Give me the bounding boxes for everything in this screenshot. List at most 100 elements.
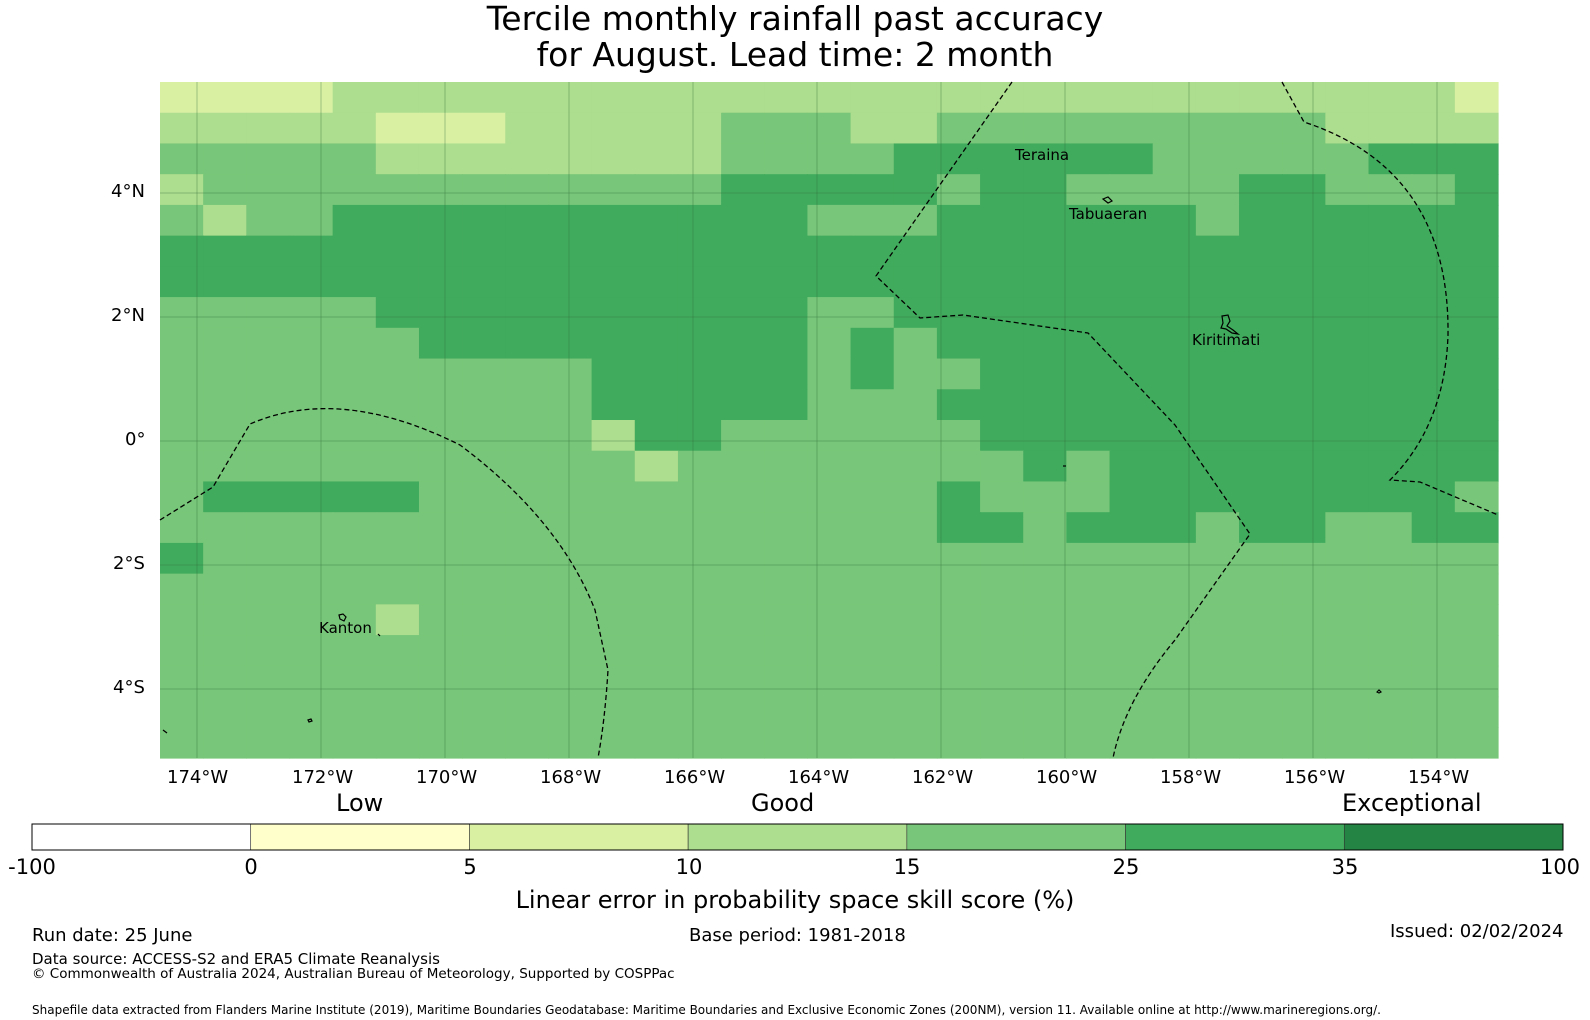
grid-cell <box>1325 604 1370 636</box>
grid-cell <box>462 420 506 452</box>
grid-cell <box>289 143 334 175</box>
grid-cell <box>1109 604 1154 636</box>
grid-cell <box>721 481 765 513</box>
grid-cell <box>375 112 420 145</box>
island-small-4 <box>162 729 168 734</box>
grid-cell <box>1152 481 1197 513</box>
grid-cell <box>1066 604 1111 636</box>
grid-cell <box>1066 204 1111 237</box>
grid-cell <box>1282 327 1326 360</box>
grid-cell <box>1109 573 1154 605</box>
grid-cell <box>1368 450 1413 483</box>
grid-cell <box>1195 389 1240 421</box>
grid-cell <box>418 481 463 513</box>
grid-cell <box>1325 143 1370 175</box>
grid-cell <box>462 696 506 728</box>
grid-cell <box>289 665 334 698</box>
lat-label: 0° <box>125 429 146 450</box>
grid-cell <box>1109 235 1154 267</box>
grid-cell <box>1411 174 1456 206</box>
grid-cell <box>1282 542 1326 575</box>
grid-cell <box>591 143 636 175</box>
grid-cell <box>1368 727 1413 759</box>
grid-cell <box>1239 573 1283 605</box>
grid-cell <box>634 512 679 544</box>
grid-cell <box>721 235 765 267</box>
colorbar-tick: 25 <box>1112 855 1140 879</box>
grid-cell <box>548 82 593 114</box>
grid-cell <box>893 297 938 329</box>
grid-cell <box>721 696 765 728</box>
grid-cell <box>893 327 938 360</box>
grid-cell <box>1109 174 1154 206</box>
grid-cell <box>1239 143 1283 175</box>
grid-cell <box>548 481 593 513</box>
grid-cell <box>1454 450 1499 483</box>
grid-cell <box>591 327 636 360</box>
grid-cell <box>289 297 334 329</box>
grid-cell <box>764 82 809 114</box>
grid-cell <box>936 82 981 114</box>
island-kiritimati <box>1220 314 1241 335</box>
grid-cell <box>1109 266 1154 298</box>
grid-cell <box>1411 297 1456 329</box>
grid-cell <box>764 266 809 298</box>
grid-cell <box>418 389 463 421</box>
grid-cell <box>764 327 809 360</box>
grid-cell <box>1325 727 1370 759</box>
grid-cell <box>1109 82 1154 114</box>
grid-cell <box>1109 665 1154 698</box>
grid-cell <box>1152 112 1197 145</box>
lon-label: 172°W <box>292 767 354 788</box>
grid-cell <box>721 450 765 483</box>
grid-cell <box>1282 635 1326 667</box>
grid-cell <box>246 481 291 513</box>
place-label-teraina: Teraina <box>1015 146 1070 164</box>
grid-cell <box>764 604 809 636</box>
grid-cell <box>807 204 852 237</box>
grid-cell <box>634 542 679 575</box>
grid-cell <box>1454 327 1499 360</box>
grid-cell <box>893 635 938 667</box>
grid-cell <box>1239 297 1283 329</box>
grid-cell <box>893 665 938 698</box>
grid-cell <box>462 727 506 759</box>
grid-cell <box>548 174 593 206</box>
grid-cell <box>375 420 420 452</box>
grid-cell <box>1454 235 1499 267</box>
grid-cell <box>634 82 679 114</box>
grid-cell <box>289 358 334 390</box>
grid-cell <box>203 727 247 759</box>
grid-cell <box>1411 542 1456 575</box>
grid-cell <box>1152 297 1197 329</box>
grid-cell <box>893 512 938 544</box>
grid-cell <box>1109 204 1154 237</box>
grid-cell <box>1023 297 1067 329</box>
grid-cell <box>246 604 291 636</box>
grid-cell <box>418 112 463 145</box>
grid-cell <box>1066 512 1111 544</box>
grid-cell <box>893 450 938 483</box>
grid-cell <box>1066 420 1111 452</box>
grid-cell <box>634 635 679 667</box>
grid-cell <box>721 420 765 452</box>
grid-cell <box>289 327 334 360</box>
grid-cell <box>634 665 679 698</box>
grid-cell <box>980 420 1024 452</box>
grid-cell <box>850 266 895 298</box>
grid-cell <box>634 143 679 175</box>
grid-cell <box>505 604 550 636</box>
grid-cell <box>936 481 981 513</box>
grid-cell <box>1411 266 1456 298</box>
grid-cell <box>1282 82 1326 114</box>
grid-cell <box>1152 727 1197 759</box>
grid-cell <box>418 450 463 483</box>
grid-cell <box>203 112 247 145</box>
grid-cell <box>721 512 765 544</box>
grid-cell <box>1023 143 1067 175</box>
grid-cell <box>1066 174 1111 206</box>
grid-cell <box>1282 696 1326 728</box>
grid-cell <box>936 204 981 237</box>
grid-cell <box>246 696 291 728</box>
grid-cell <box>1325 358 1370 390</box>
